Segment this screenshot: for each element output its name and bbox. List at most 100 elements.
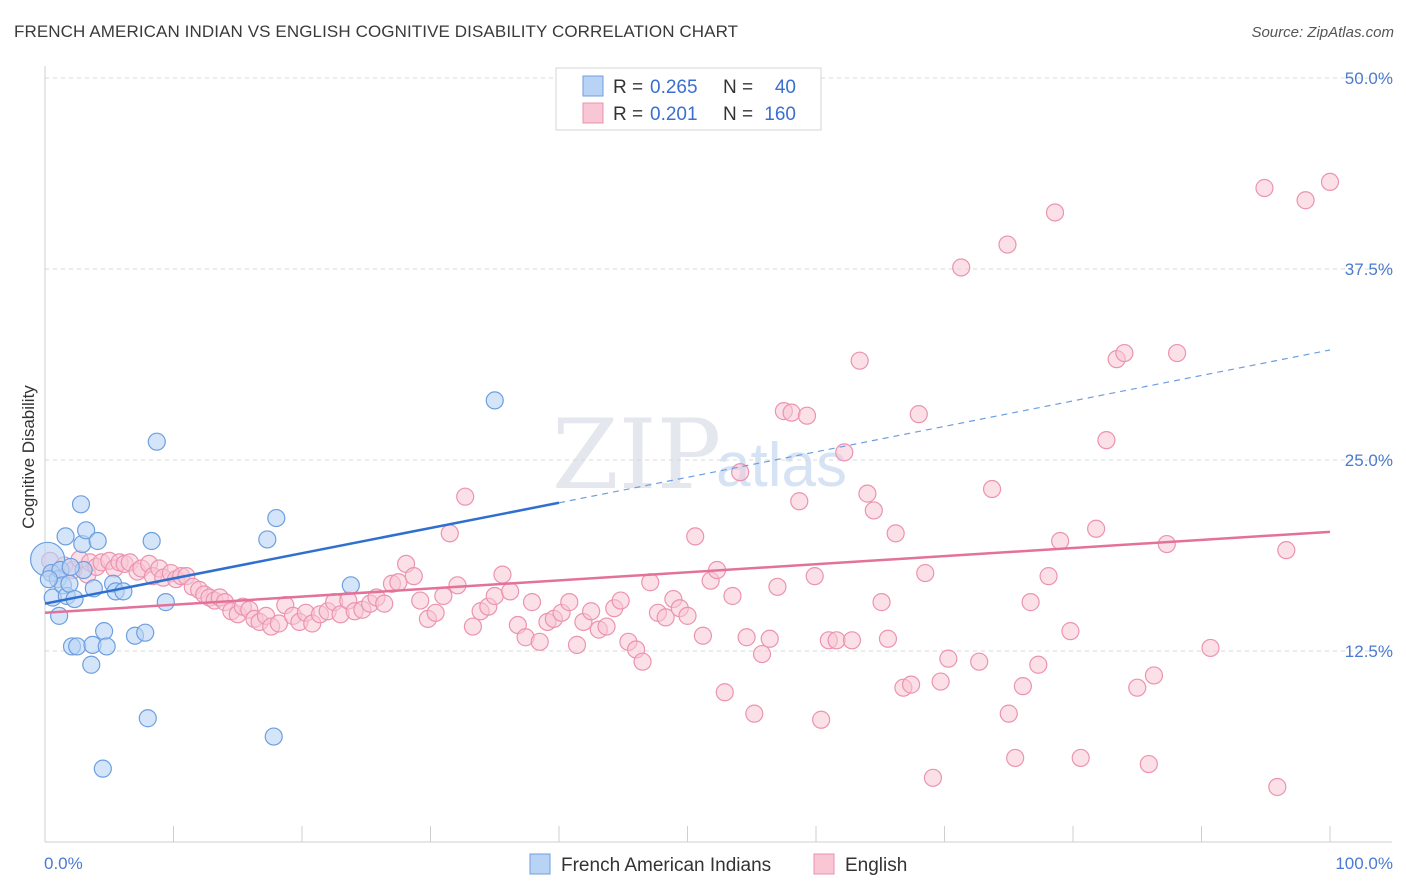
- data-point-french: [485, 391, 504, 410]
- data-point-english: [901, 675, 921, 694]
- data-point-french: [71, 495, 91, 514]
- data-point-french: [61, 557, 80, 577]
- data-point-english: [939, 649, 958, 668]
- data-point-french: [258, 530, 277, 549]
- trend-lines: [44, 349, 1331, 615]
- data-point-english: [404, 567, 423, 586]
- data-point-english: [782, 403, 801, 422]
- data-point-english: [886, 524, 905, 543]
- data-point-english: [434, 586, 453, 606]
- data-point-english: [567, 635, 587, 654]
- x-tick-label-max: 100.0%: [1335, 854, 1393, 873]
- data-point-french: [68, 637, 87, 656]
- data-point-english: [768, 577, 787, 596]
- bottom-legend-label-english: English: [845, 855, 907, 876]
- series-french-points: [29, 391, 504, 778]
- data-point-french: [95, 622, 114, 641]
- x-tick-label-min: 0.0%: [44, 854, 83, 873]
- data-point-english: [1115, 343, 1134, 363]
- data-point-english: [931, 672, 950, 691]
- data-point-french: [39, 570, 58, 589]
- data-point-english: [693, 626, 713, 645]
- data-point-english: [842, 631, 862, 650]
- data-point-english: [1268, 777, 1287, 797]
- y-tick-labels: 12.5% 25.0% 37.5% 50.0%: [1345, 69, 1393, 661]
- data-point-english: [1144, 666, 1164, 685]
- data-point-english: [522, 593, 542, 612]
- data-point-english: [686, 527, 705, 546]
- legend-swatch-english: [582, 102, 604, 124]
- legend-r-label-french: R =: [613, 77, 648, 98]
- data-point-english: [1139, 754, 1158, 774]
- data-point-english: [678, 606, 697, 625]
- data-point-english: [790, 492, 809, 511]
- data-point-english: [999, 704, 1018, 723]
- data-point-english: [493, 565, 512, 584]
- y-tick-label: 37.5%: [1345, 260, 1393, 279]
- data-point-english: [970, 652, 989, 671]
- data-point-english: [952, 258, 971, 277]
- data-point-english: [737, 628, 756, 647]
- data-point-french: [82, 655, 101, 674]
- data-point-french: [60, 574, 79, 593]
- data-point-english: [1201, 638, 1220, 658]
- data-point-english: [998, 235, 1017, 254]
- data-point-french: [97, 637, 116, 656]
- data-point-english: [858, 484, 877, 503]
- data-point-english: [560, 593, 579, 612]
- data-point-english: [456, 487, 475, 506]
- data-point-english: [389, 573, 408, 592]
- legend: R = 0.265 N = 40 R = 0.201 N = 160: [555, 67, 822, 131]
- data-point-french: [93, 759, 112, 778]
- data-point-english: [1087, 519, 1106, 538]
- data-point-english: [982, 479, 1002, 499]
- y-tick-label: 50.0%: [1345, 69, 1393, 88]
- bottom-legend-swatch-english: [813, 853, 835, 875]
- data-point-english: [760, 629, 779, 648]
- data-point-french: [77, 521, 96, 540]
- legend-r-value-english: 0.201: [650, 104, 698, 125]
- chart-title: FRENCH AMERICAN INDIAN VS ENGLISH COGNIT…: [14, 22, 739, 41]
- data-point-french: [147, 432, 166, 451]
- data-point-english: [1051, 531, 1070, 551]
- data-point-french: [142, 531, 161, 551]
- data-point-english: [485, 586, 504, 606]
- data-point-english: [923, 768, 943, 787]
- data-point-english: [916, 563, 935, 583]
- data-point-english: [463, 617, 483, 636]
- x-tick-marks: [173, 826, 1331, 842]
- data-point-english: [827, 631, 846, 650]
- data-point-french: [50, 606, 69, 625]
- data-point-english: [530, 632, 549, 651]
- y-tick-label: 25.0%: [1345, 451, 1393, 470]
- legend-r-label-english: R =: [613, 104, 648, 125]
- data-point-english: [1061, 622, 1080, 641]
- legend-n-label-english: N =: [723, 104, 758, 125]
- data-point-english: [872, 593, 891, 612]
- data-point-english: [411, 591, 430, 610]
- data-point-english: [582, 602, 601, 621]
- data-point-english: [745, 704, 764, 723]
- legend-swatch-french: [582, 75, 604, 97]
- data-point-english: [1045, 203, 1065, 222]
- data-point-french: [88, 531, 107, 551]
- data-point-english: [1006, 748, 1025, 768]
- data-point-french: [156, 593, 175, 612]
- trend-line-french: [44, 501, 560, 605]
- data-point-english: [501, 582, 520, 601]
- data-point-english: [1296, 191, 1315, 210]
- data-point-english: [1029, 655, 1048, 674]
- data-point-english: [1097, 431, 1116, 450]
- data-point-english: [797, 406, 817, 425]
- data-point-english: [805, 567, 824, 586]
- axes: [44, 66, 1392, 843]
- legend-n-value-english: 160: [764, 104, 796, 125]
- chart-source: Source: ZipAtlas.com: [1251, 24, 1394, 41]
- data-point-english: [835, 443, 854, 462]
- data-point-english: [375, 594, 394, 613]
- bottom-legend: French American Indians English: [529, 853, 907, 876]
- legend-n-value-french: 40: [775, 77, 796, 98]
- data-point-english: [1021, 593, 1040, 612]
- data-point-english: [426, 603, 445, 622]
- data-point-french: [114, 582, 133, 601]
